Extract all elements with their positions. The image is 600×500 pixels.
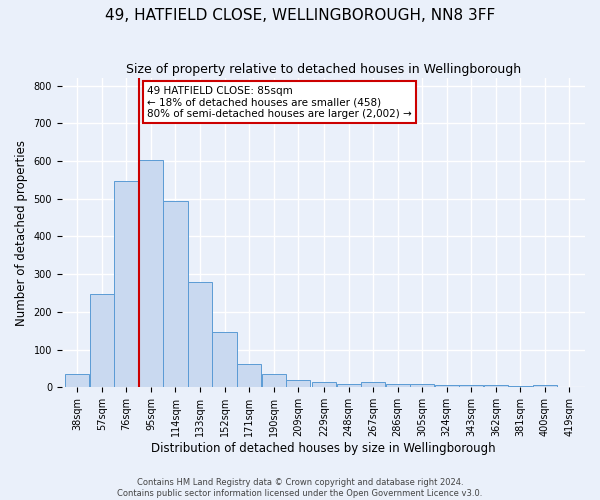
Bar — [188, 282, 212, 388]
Bar — [163, 202, 188, 388]
Bar — [434, 384, 459, 388]
Bar — [361, 382, 385, 388]
Bar — [286, 380, 310, 388]
Y-axis label: Number of detached properties: Number of detached properties — [15, 140, 28, 326]
Bar — [114, 180, 139, 388]
Bar — [139, 160, 163, 388]
Bar — [262, 374, 286, 388]
Bar — [508, 386, 532, 388]
Text: 49, HATFIELD CLOSE, WELLINGBOROUGH, NN8 3FF: 49, HATFIELD CLOSE, WELLINGBOROUGH, NN8 … — [105, 8, 495, 22]
Bar — [337, 384, 361, 388]
Text: Contains HM Land Registry data © Crown copyright and database right 2024.
Contai: Contains HM Land Registry data © Crown c… — [118, 478, 482, 498]
Bar — [65, 374, 89, 388]
X-axis label: Distribution of detached houses by size in Wellingborough: Distribution of detached houses by size … — [151, 442, 496, 455]
Title: Size of property relative to detached houses in Wellingborough: Size of property relative to detached ho… — [126, 62, 521, 76]
Bar — [484, 386, 508, 388]
Bar — [212, 332, 236, 388]
Bar — [386, 384, 410, 388]
Bar — [459, 386, 484, 388]
Bar — [90, 294, 114, 388]
Text: 49 HATFIELD CLOSE: 85sqm
← 18% of detached houses are smaller (458)
80% of semi-: 49 HATFIELD CLOSE: 85sqm ← 18% of detach… — [147, 86, 412, 119]
Bar — [410, 384, 434, 388]
Bar — [237, 364, 261, 388]
Bar — [533, 386, 557, 388]
Bar — [312, 382, 336, 388]
